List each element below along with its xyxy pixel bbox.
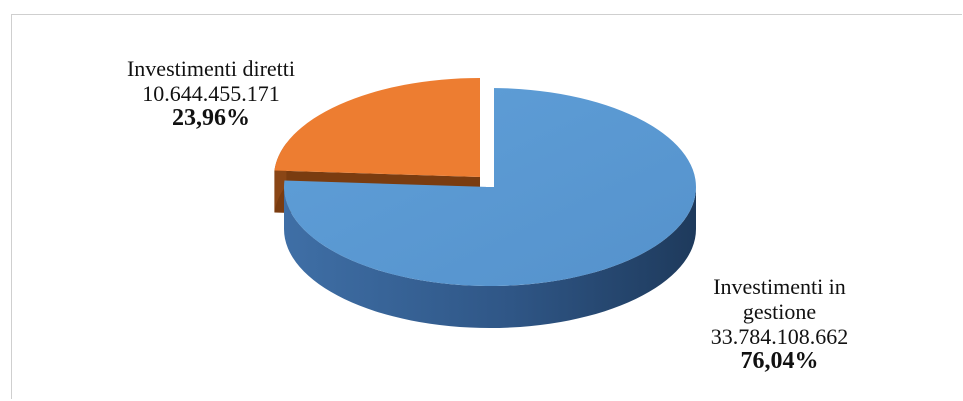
pie-side-investimenti-in-gestione (284, 187, 696, 328)
slice-label-investimenti-in-gestione: Investimenti in gestione 33.784.108.662 … (672, 274, 887, 374)
slice-name-line2: gestione (742, 299, 817, 324)
slice-value: 10.644.455.171 (142, 81, 280, 106)
slice-percent: 23,96% (172, 105, 250, 131)
slice-name: Investimenti diretti (126, 56, 296, 81)
slice-value: 33.784.108.662 (710, 324, 849, 349)
slice-label-investimenti-diretti: Investimenti diretti 10.644.455.171 23,9… (96, 56, 326, 131)
chart-frame (11, 14, 962, 399)
pie-slice-investimenti-diretti (274, 78, 480, 177)
slice-percent: 76,04% (740, 348, 819, 374)
pie-gap (486, 74, 494, 187)
slice-name-line1: Investimenti in (713, 274, 846, 299)
